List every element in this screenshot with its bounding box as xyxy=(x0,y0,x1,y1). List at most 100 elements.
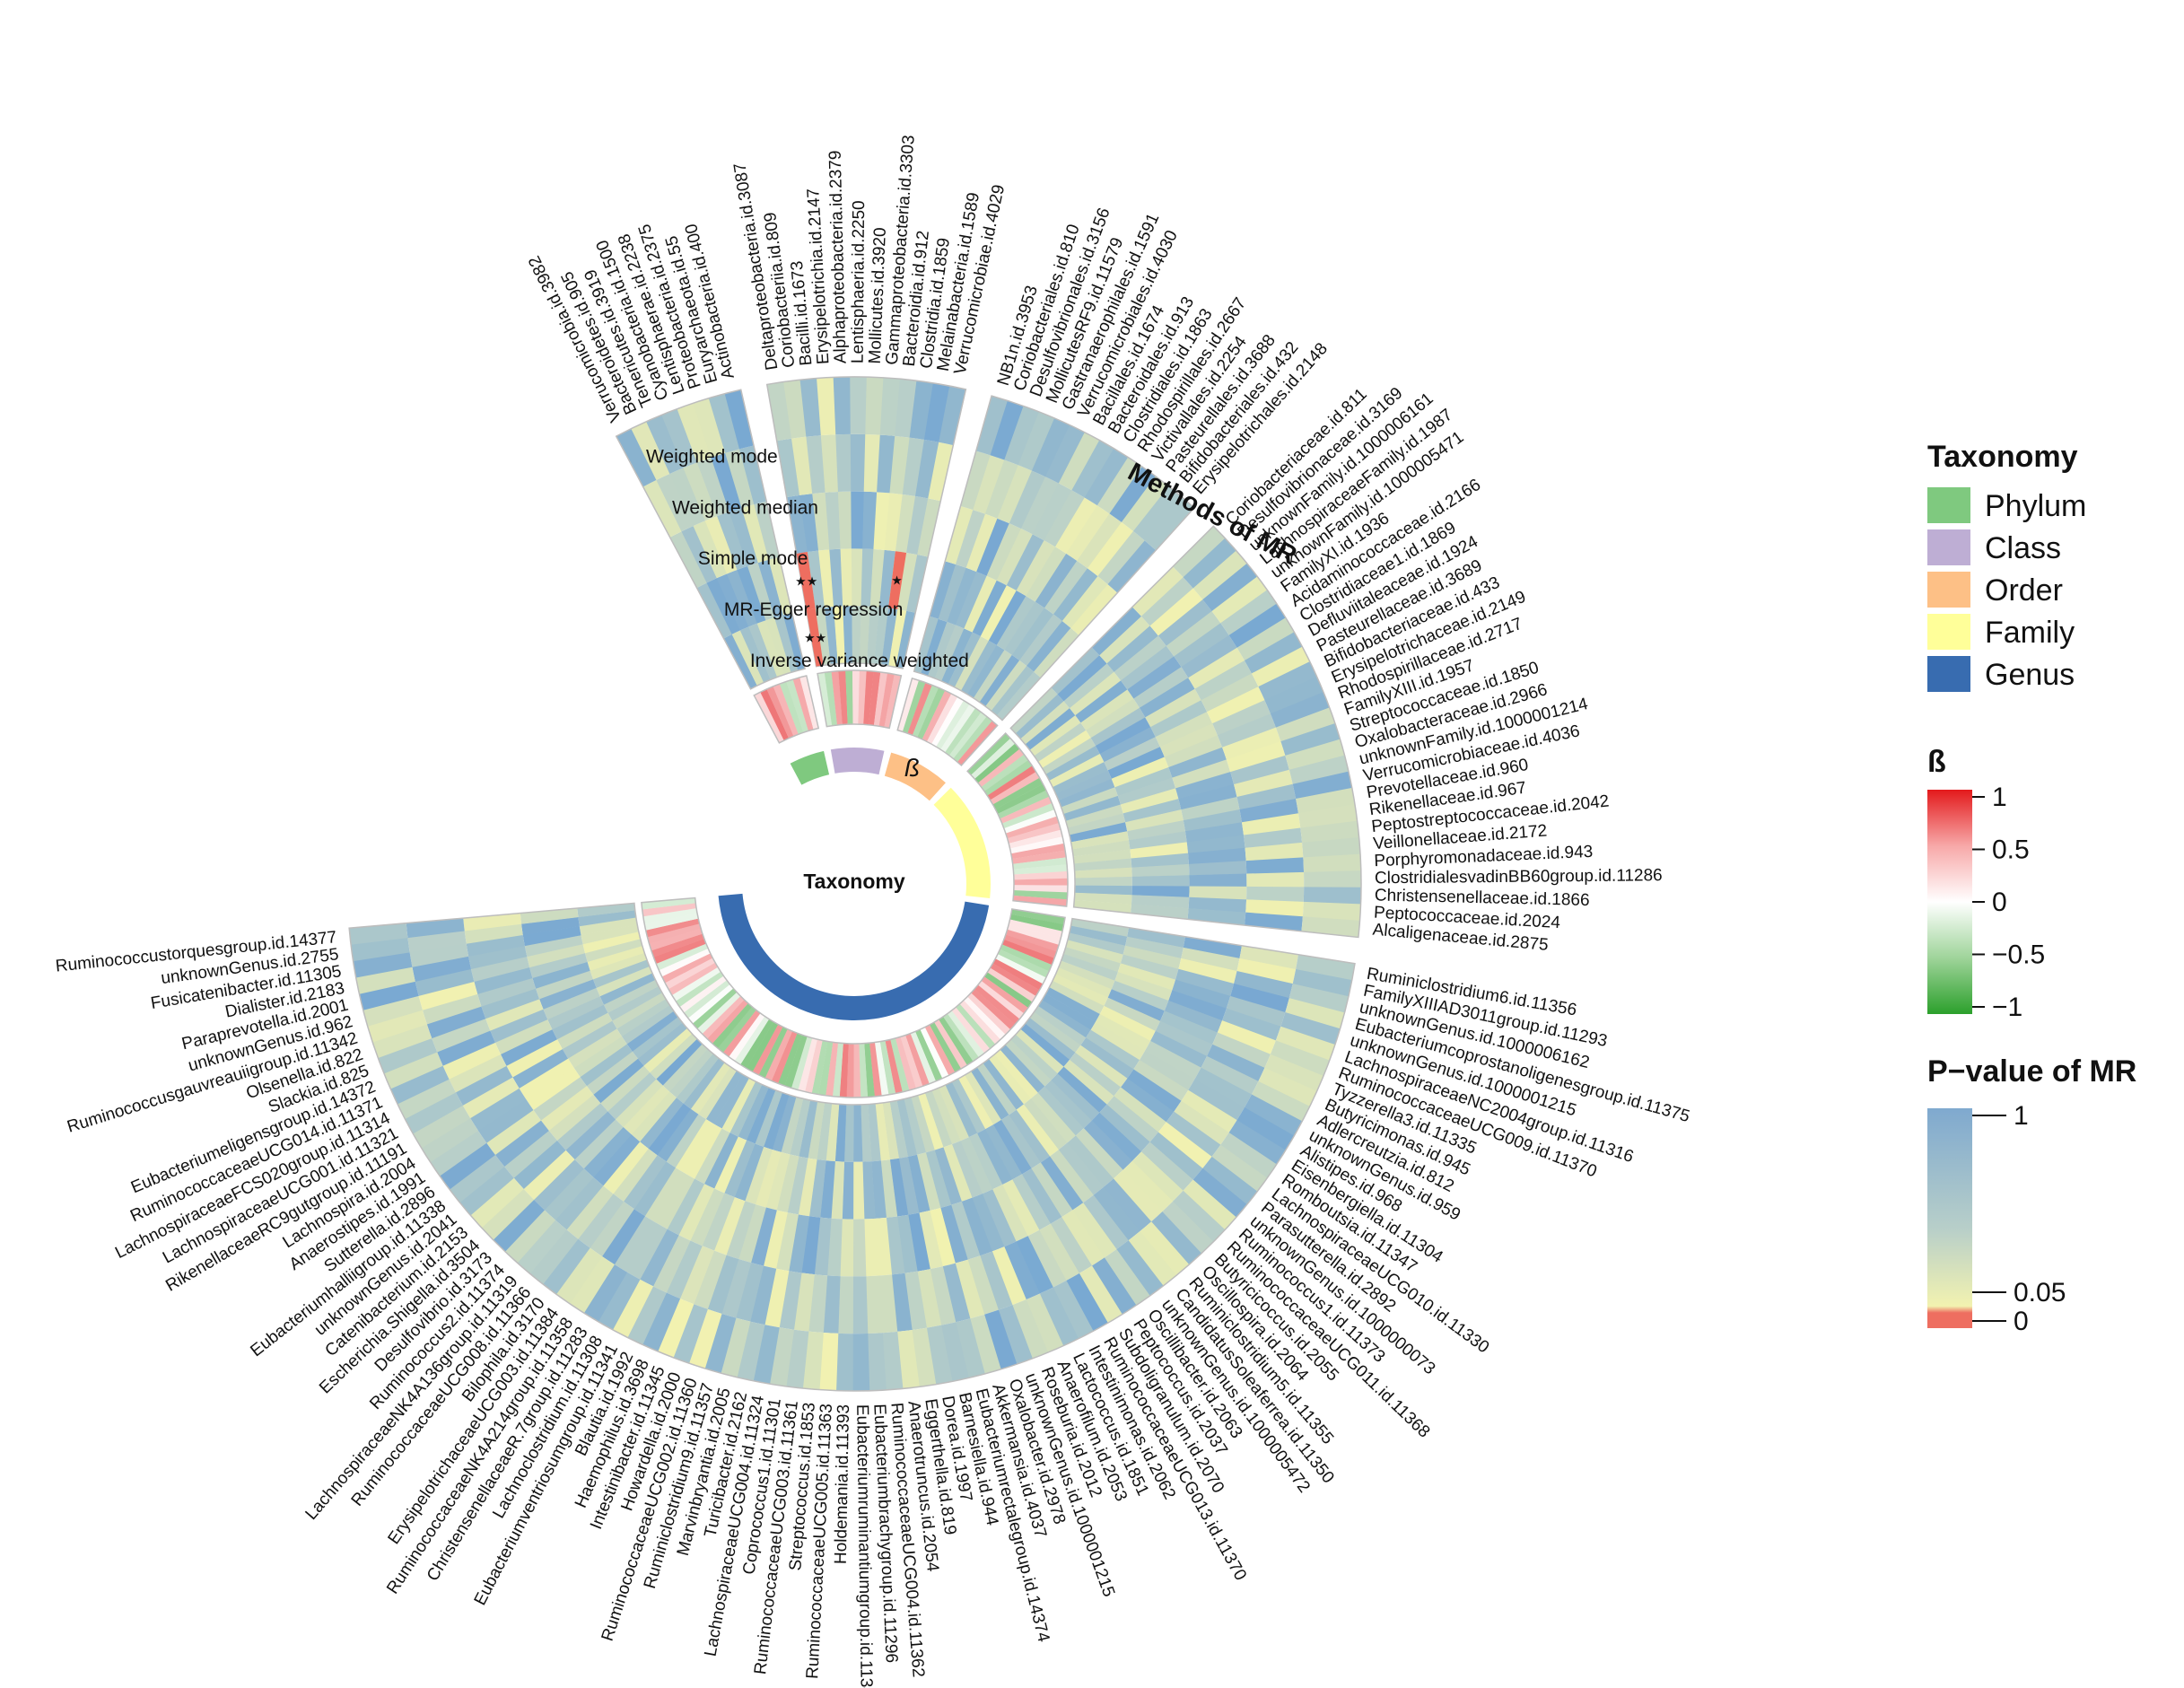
beta-cell xyxy=(712,1002,753,1049)
heat-cell xyxy=(1166,611,1221,657)
heat-cell xyxy=(1113,1169,1163,1222)
heat-cell xyxy=(1090,707,1146,747)
heat-cell xyxy=(1096,457,1143,514)
beta-cell xyxy=(791,1036,813,1090)
heat-cell xyxy=(704,1313,737,1374)
beta-cell xyxy=(1000,944,1053,972)
heat-cell xyxy=(613,1148,658,1203)
heat-cell xyxy=(776,1154,799,1213)
heat-cell xyxy=(1106,625,1159,673)
heat-cell xyxy=(437,1030,495,1066)
heat-cell xyxy=(755,1150,782,1208)
heat-cell xyxy=(996,596,1036,651)
heat-cell xyxy=(1245,842,1304,861)
heat-cell xyxy=(1172,979,1231,1009)
beta-cell xyxy=(641,897,696,910)
heat-cell xyxy=(843,606,853,664)
beta-cell xyxy=(817,672,833,727)
significant-cell xyxy=(796,552,816,610)
heat-cell xyxy=(799,1100,818,1159)
heat-cell xyxy=(1186,835,1245,853)
heat-cell xyxy=(1042,993,1096,1030)
legend-pvalue-tick: 0.05 xyxy=(2014,1278,2066,1308)
heat-cell xyxy=(1292,771,1352,800)
heat-cell xyxy=(533,1159,584,1211)
heat-cell xyxy=(1042,738,1096,774)
heat-cell xyxy=(988,1054,1031,1105)
significance-stars: ★★ xyxy=(804,630,826,644)
heat-cell xyxy=(1178,783,1237,810)
beta-cell xyxy=(987,967,1036,1002)
heat-cell xyxy=(723,634,757,689)
heat-cell xyxy=(565,1111,616,1160)
heat-cell xyxy=(1058,432,1100,491)
beta-cell xyxy=(784,1035,808,1089)
legend-taxonomy-title: Taxonomy xyxy=(1927,440,2078,474)
heat-cell xyxy=(1095,717,1151,755)
heat-cell xyxy=(837,1276,853,1334)
taxonomy-arc-class xyxy=(830,748,885,775)
beta-cell xyxy=(746,1021,779,1072)
heat-cell xyxy=(1099,727,1156,763)
heat-cell xyxy=(840,548,852,607)
beta-cell xyxy=(804,1039,823,1094)
heat-cell xyxy=(1304,870,1362,888)
heat-cell xyxy=(862,1161,876,1220)
heat-cell xyxy=(1034,1005,1087,1045)
heat-cell xyxy=(1000,1045,1045,1093)
beta-cell xyxy=(758,1027,788,1079)
heat-cell xyxy=(1194,1067,1252,1108)
heat-cell xyxy=(945,505,974,564)
heat-cell xyxy=(1058,1142,1105,1195)
heat-cell xyxy=(459,1166,514,1216)
heat-cell xyxy=(661,408,698,468)
heat-cell xyxy=(1234,769,1293,798)
heat-cell xyxy=(539,979,597,1010)
heat-cell xyxy=(599,973,656,1005)
heat-cell xyxy=(506,1038,563,1078)
heat-cell xyxy=(1302,837,1361,858)
heat-cell xyxy=(986,523,1022,581)
heat-cell xyxy=(1302,901,1361,922)
heat-cell xyxy=(1027,1229,1067,1288)
heat-cell xyxy=(875,1217,893,1276)
heat-cell xyxy=(1228,1120,1286,1165)
legend-pvalue-colorbar xyxy=(1927,1108,1972,1328)
beta-cell xyxy=(717,1006,756,1053)
heat-cell xyxy=(583,1264,628,1322)
heat-cell xyxy=(747,563,775,621)
beta-cell xyxy=(873,671,888,727)
heat-cell xyxy=(1026,1293,1064,1353)
heat-cell xyxy=(738,445,767,505)
heat-cell xyxy=(851,491,865,549)
heat-cell xyxy=(787,1156,808,1215)
beta-cell xyxy=(859,1043,869,1098)
heat-cell xyxy=(612,993,667,1029)
heat-cell xyxy=(449,1154,505,1203)
beta-cell xyxy=(1013,890,1068,900)
heat-cell xyxy=(960,450,991,511)
heat-cell xyxy=(353,952,413,978)
heat-cell xyxy=(1039,1223,1079,1281)
heat-cell xyxy=(1052,974,1108,1007)
legend-swatch-genus xyxy=(1927,656,1970,692)
heat-cell xyxy=(906,495,929,555)
legend-beta-tick: −0.5 xyxy=(1992,940,2045,970)
heat-cell xyxy=(1106,1096,1158,1142)
heat-cell xyxy=(490,1009,548,1043)
heat-cell xyxy=(1074,867,1132,879)
heat-cell xyxy=(583,1126,632,1177)
heat-cell xyxy=(729,1080,763,1137)
heat-cell xyxy=(421,1117,479,1163)
heat-cell xyxy=(1174,1100,1229,1145)
heat-cell xyxy=(683,462,718,521)
heat-cell xyxy=(1162,1201,1214,1254)
heat-cell xyxy=(826,1103,840,1162)
heat-cell xyxy=(640,1229,679,1287)
heat-cell xyxy=(1029,1011,1081,1054)
beta-cell xyxy=(702,995,745,1039)
heat-cell xyxy=(725,449,755,509)
beta-cell xyxy=(831,670,843,726)
heat-cell xyxy=(884,493,904,552)
heat-cell xyxy=(864,1218,879,1277)
